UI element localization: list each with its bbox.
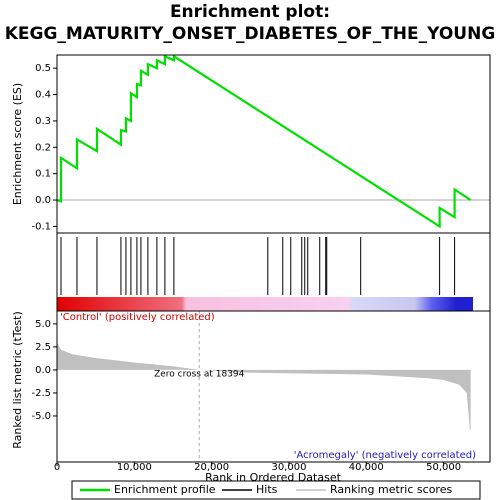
es-tick-label: 0.3: [35, 116, 51, 127]
es-line: [56, 54, 472, 229]
es-tick-label: -0.1: [31, 221, 51, 232]
x-tick-label: 30,000: [271, 462, 306, 473]
es-tick-label: 0.1: [35, 169, 51, 180]
metric-tick-label: -2.5: [31, 388, 51, 399]
x-tick-label: 40,000: [349, 462, 384, 473]
es-tick-label: 0.2: [35, 142, 51, 153]
es-axis-label: Enrichment score (ES): [11, 83, 24, 205]
pos-label: 'Control' (positively correlated): [60, 312, 215, 323]
chart-subtitle: KEGG_MATURITY_ONSET_DIABETES_OF_THE_YOUN…: [5, 24, 496, 44]
rank-heatmap: [57, 297, 473, 311]
legend: [71, 480, 481, 500]
x-tick-label: 0: [54, 462, 60, 473]
metric-axis-label: Ranked list metric (tTest): [11, 311, 24, 448]
zero-cross-label: Zero cross at 18394: [154, 370, 245, 380]
legend-hits: Hits: [256, 483, 278, 496]
legend-metric: Ranking metric scores: [330, 483, 452, 496]
es-tick-label: 0.0: [35, 195, 51, 206]
metric-tick-label: 5.0: [35, 319, 51, 330]
panel-frame: [56, 310, 491, 463]
metric-tick-label: -5.0: [31, 411, 51, 422]
legend-es: Enrichment profile: [114, 483, 216, 496]
es-tick-label: 0.4: [35, 90, 51, 101]
neg-label: 'Acromegaly' (negatively correlated): [294, 450, 476, 461]
x-tick-label: 50,000: [426, 462, 461, 473]
chart-title: Enrichment plot:: [170, 2, 330, 22]
x-tick-label: 10,000: [117, 462, 152, 473]
es-tick-label: 0.5: [35, 63, 51, 74]
x-tick-label: 20,000: [194, 462, 229, 473]
metric-tick-label: 0.0: [35, 365, 51, 376]
metric-tick-label: 2.5: [35, 342, 51, 353]
